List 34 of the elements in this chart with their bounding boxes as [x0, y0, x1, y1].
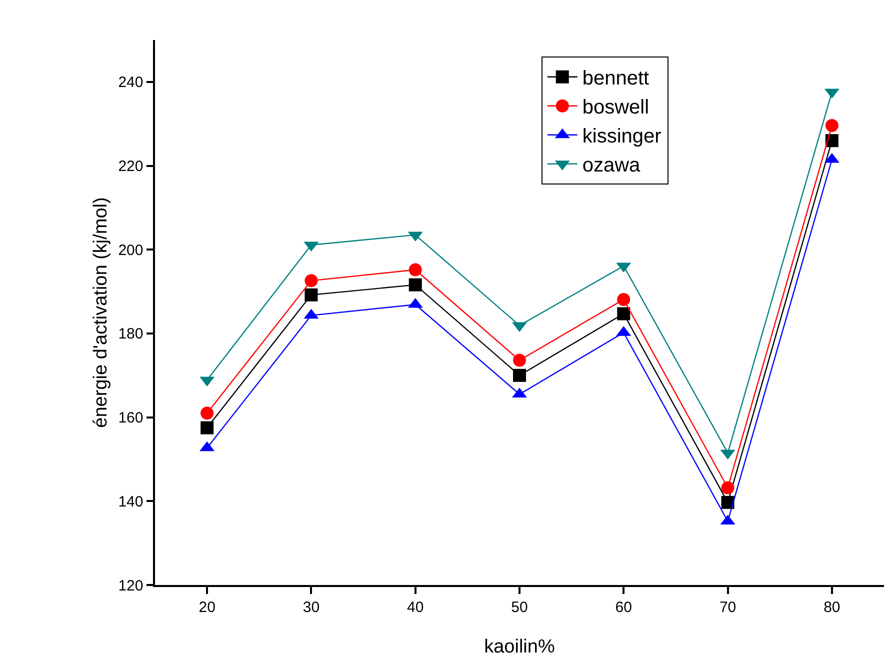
point [200, 406, 214, 420]
legend-label: ozawa [582, 154, 642, 177]
point [825, 119, 838, 132]
y-tick-label: 140 [118, 493, 144, 510]
point [408, 278, 422, 292]
y-tick-label: 120 [118, 577, 144, 594]
legend-label: bennett [582, 68, 650, 90]
x-tick-label: 30 [302, 598, 320, 616]
x-tick-label: 60 [615, 598, 632, 616]
x-tick-label: 70 [719, 598, 736, 616]
point [408, 263, 422, 276]
point [304, 288, 318, 302]
y-axis-title: énergie d'activation (kj/mol) [90, 197, 112, 428]
point [825, 134, 838, 148]
y-tick-label: 240 [118, 74, 144, 92]
point [304, 274, 318, 288]
point [617, 293, 630, 306]
x-tick-label: 50 [511, 598, 528, 616]
x-axis-title: kaoilin% [484, 636, 555, 658]
x-tick-label: 20 [198, 598, 216, 616]
point [721, 481, 734, 494]
x-tick-label: 40 [407, 598, 424, 616]
x-tick-label: 80 [824, 598, 840, 616]
y-tick-label: 220 [118, 158, 144, 176]
point [617, 307, 630, 320]
point [721, 496, 734, 509]
point [513, 354, 526, 367]
legend-label: boswell [582, 96, 650, 119]
y-tick-label: 200 [118, 242, 144, 259]
y-tick-label: 180 [118, 326, 144, 343]
point [513, 368, 526, 382]
y-tick-label: 160 [118, 410, 144, 427]
legend-label: kissinger [582, 126, 662, 148]
point [200, 421, 214, 434]
